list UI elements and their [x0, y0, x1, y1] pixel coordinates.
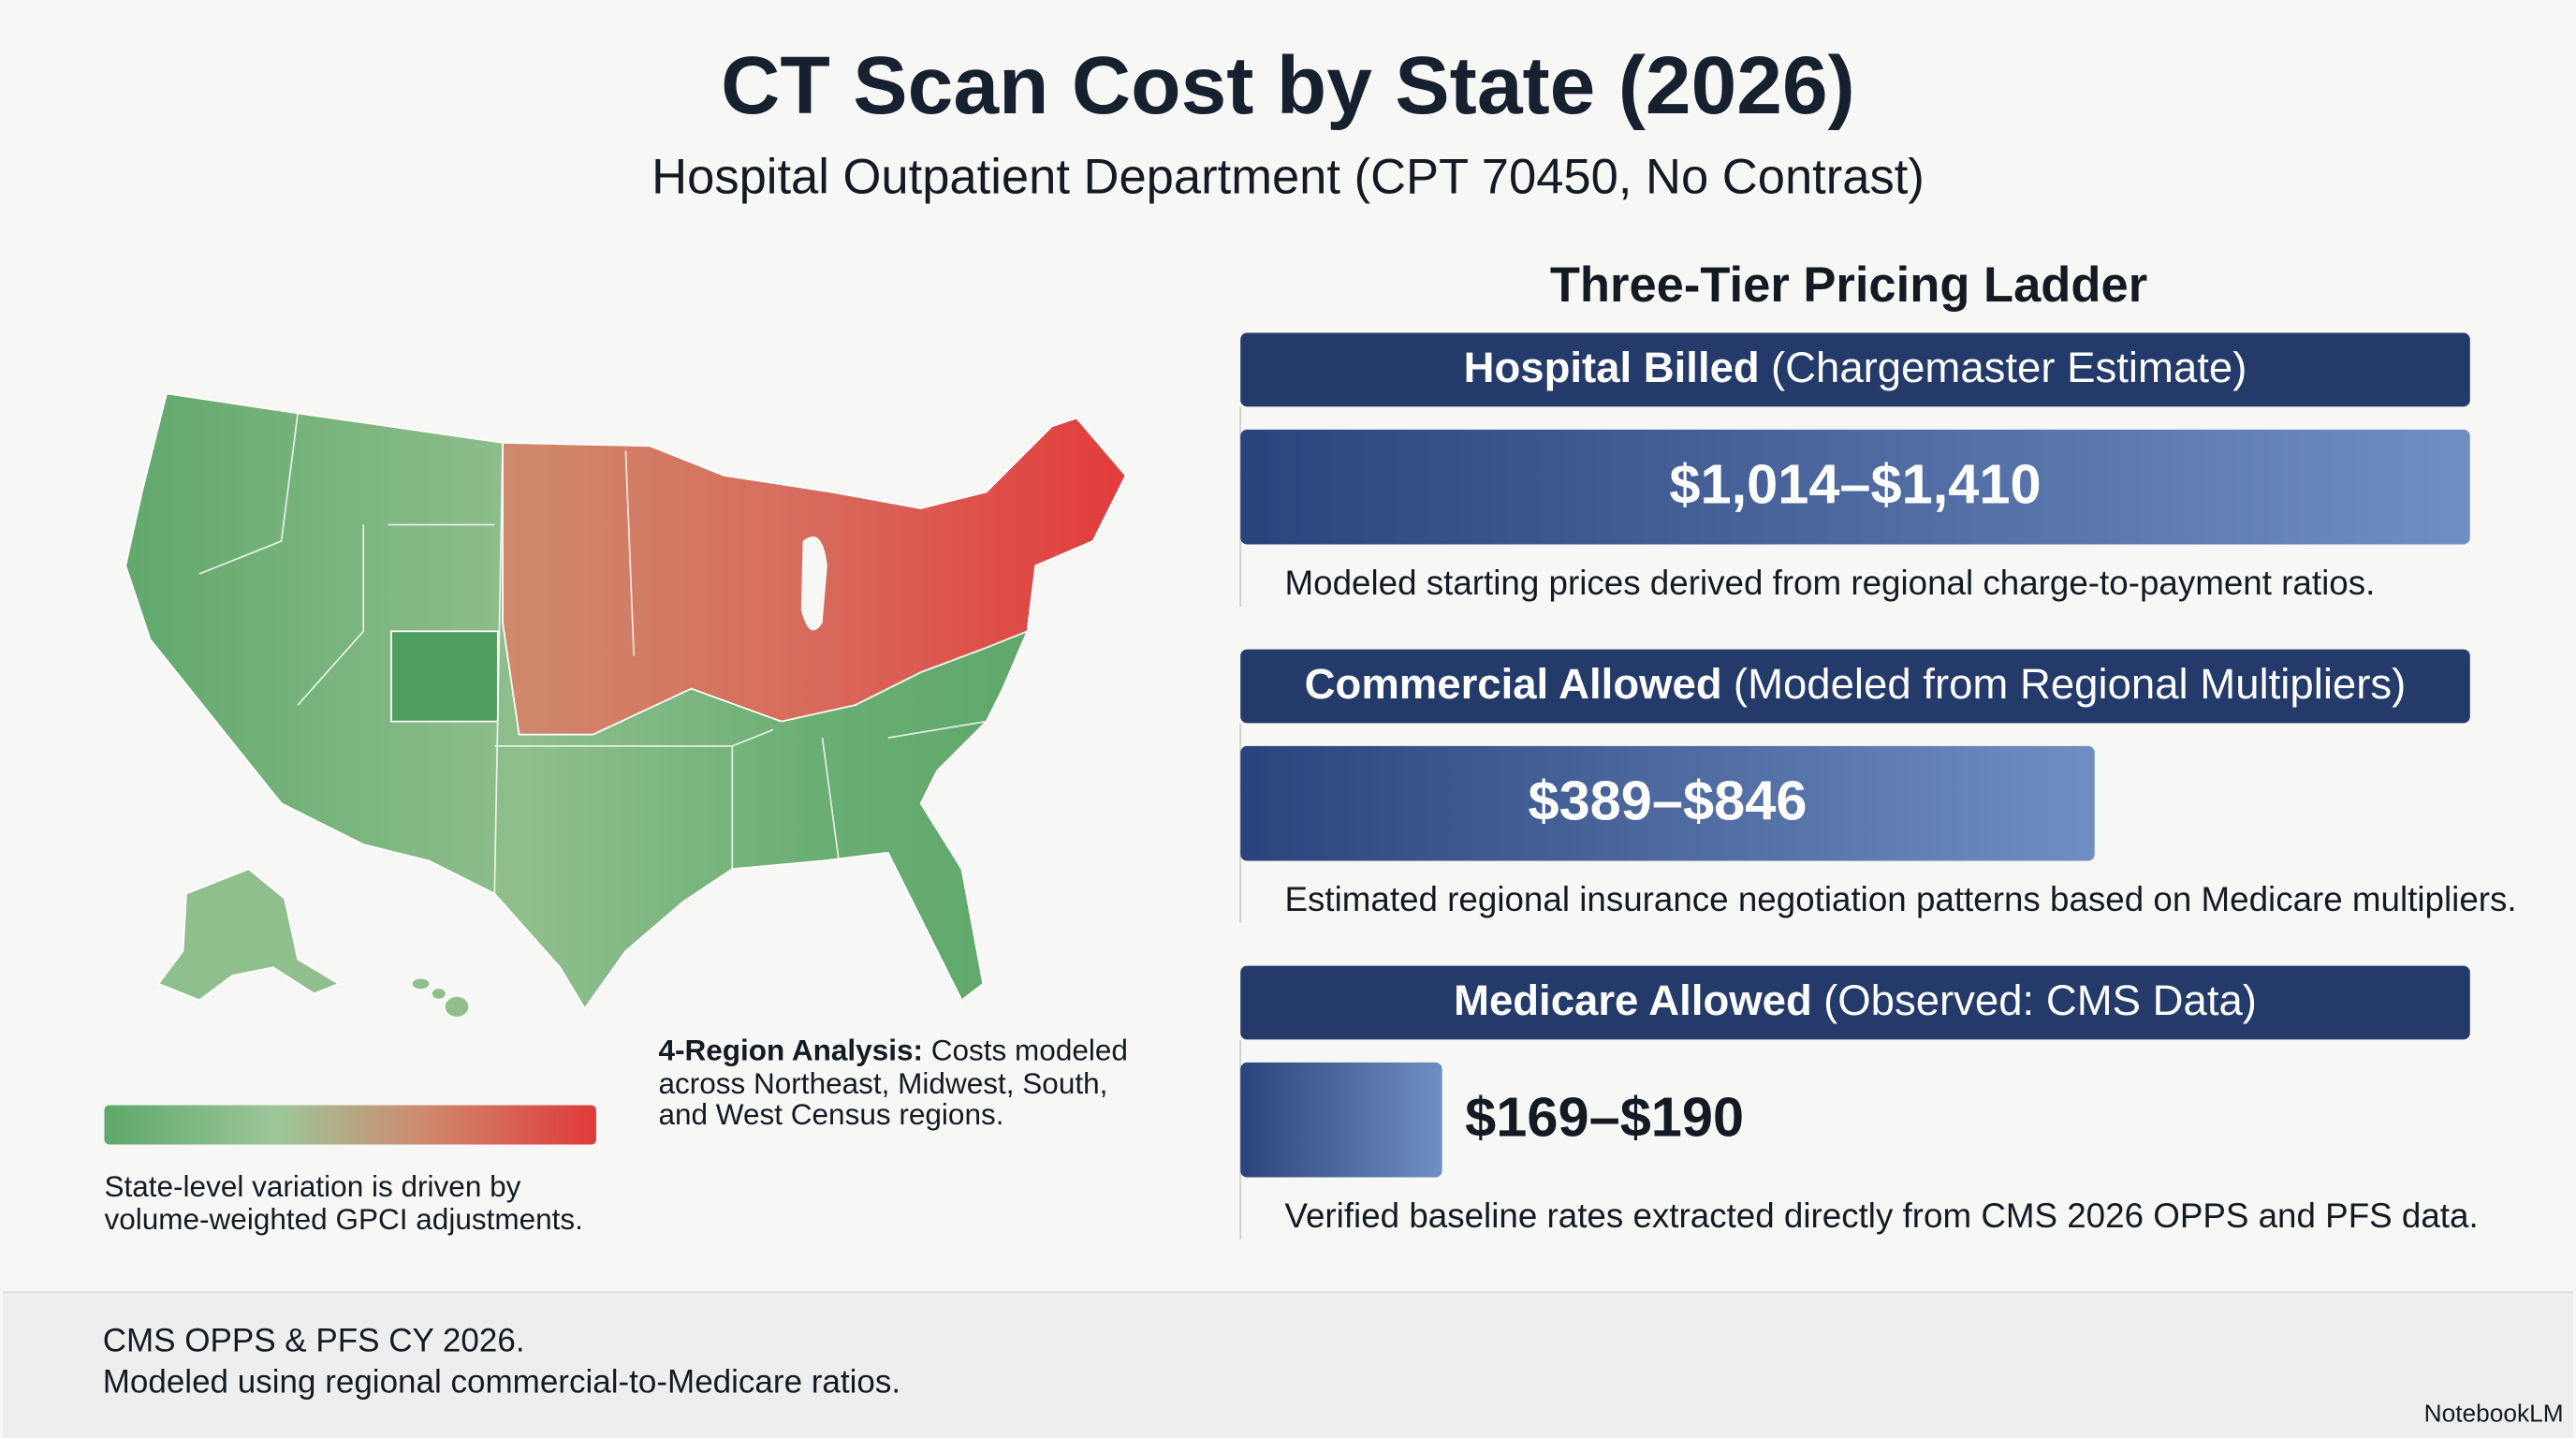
tier-range: $389–$846: [1528, 770, 1807, 832]
map-hawaii: [412, 978, 469, 1017]
tier-range: $169–$190: [1465, 1086, 1744, 1149]
region-note-text: Costs modeled: [931, 1034, 1128, 1067]
tier-header: [1240, 332, 2470, 407]
tier-heading: Hospital Billed (Chargemaster Estimate): [1464, 344, 2247, 391]
legend-note: State-level variation is driven by: [104, 1169, 520, 1203]
footer: [2, 1292, 2574, 1438]
tier-name: Hospital Billed: [1464, 344, 1760, 391]
tier-name: Commercial Allowed: [1305, 660, 1722, 708]
map-lake: [800, 536, 827, 631]
tier-range: $1,014–$1,410: [1669, 453, 2041, 516]
map-borders: [198, 413, 987, 894]
tier-heading: Commercial Allowed (Modeled from Regional…: [1305, 660, 2407, 708]
brand: NotebookLM: [2424, 1399, 2564, 1427]
footer-note: CMS OPPS & PFS CY 2026.: [103, 1323, 525, 1359]
pricing-ladder: Hospital Billed (Chargemaster Estimate) $1…: [1239, 332, 2517, 1240]
ladder-title: Three-Tier Pricing Ladder: [1550, 257, 2147, 313]
map-state: [390, 630, 499, 723]
map-alaska: [156, 868, 341, 1002]
footer-note: Modeled using regional commercial-to-Med…: [103, 1363, 900, 1400]
tier-bar: [1240, 1062, 1442, 1178]
title: CT Scan Cost by State (2026): [721, 39, 1855, 131]
tier-qualifier: (Chargemaster Estimate): [1771, 344, 2247, 391]
tier-name: Medicare Allowed: [1454, 976, 1812, 1024]
tier-header: [1240, 649, 2470, 724]
cost-legend: [104, 1105, 596, 1145]
region-note-text: across Northeast, Midwest, South,: [658, 1066, 1107, 1100]
subtitle: Hospital Outpatient Department (CPT 7045…: [651, 150, 1925, 205]
tier-description: Modeled starting prices derived from reg…: [1284, 564, 2375, 602]
tier-qualifier: (Modeled from Regional Multipliers): [1734, 660, 2406, 708]
region-note-text: and West Census regions.: [658, 1097, 1003, 1131]
tier-heading: Medicare Allowed (Observed: CMS Data): [1454, 976, 2257, 1024]
region-note: 4-Region Analysis: Costs modeled: [658, 1034, 1128, 1067]
region-note-label: 4-Region Analysis:: [658, 1034, 923, 1067]
tier-bar: [1240, 429, 2470, 545]
tier-description: Estimated regional insurance negotiation…: [1284, 880, 2516, 918]
tier-qualifier: (Observed: CMS Data): [1823, 976, 2257, 1024]
us-map: [124, 392, 1127, 1017]
tier-header: [1240, 965, 2470, 1040]
tier-description: Verified baseline rates extracted direct…: [1284, 1196, 2478, 1235]
legend-note: volume-weighted GPCI adjustments.: [104, 1202, 582, 1236]
tier-bar: [1240, 745, 2095, 861]
